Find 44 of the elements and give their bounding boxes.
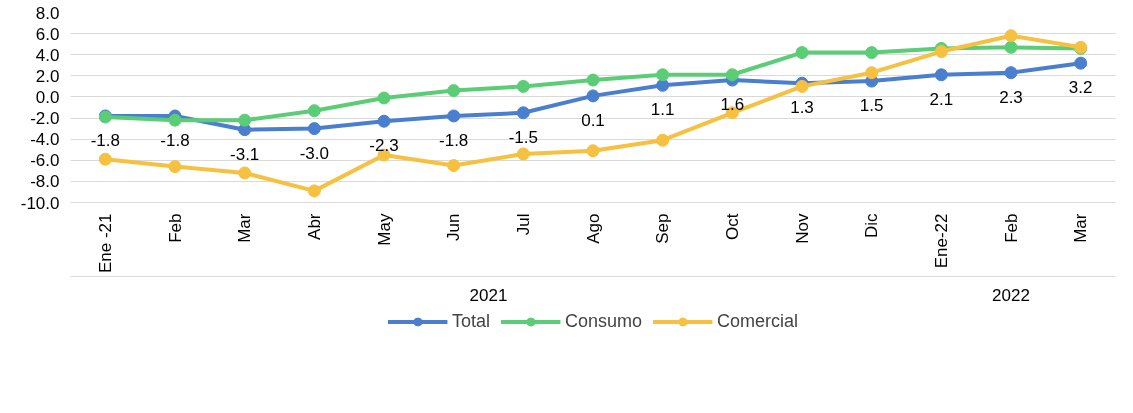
y-tick-label: -2.0 [30, 109, 60, 129]
legend-label: Total [451, 310, 490, 332]
data-label: -3.0 [299, 143, 329, 163]
data-label: 1.5 [859, 96, 884, 116]
data-label: 2.3 [999, 87, 1023, 107]
data-label: 2.1 [929, 89, 954, 109]
x-tick-label: Jul [513, 213, 533, 236]
x-tick-label: Sep [653, 213, 673, 244]
x-tick-label: Nov [792, 213, 812, 244]
text: 2021 [469, 285, 508, 305]
data-label: 3.2 [1068, 78, 1093, 98]
y-tick-label: -6.0 [30, 151, 60, 171]
data-label: 1.3 [790, 98, 814, 118]
y-tick-label: -8.0 [30, 172, 60, 192]
legend-label: Consumo [564, 310, 643, 332]
data-label: -1.8 [90, 130, 120, 150]
y-tick-label: 2.0 [35, 66, 60, 86]
y-tick-label: 6.0 [35, 24, 60, 44]
x-tick-label: Mar [1071, 213, 1091, 243]
text: 2022 [992, 285, 1030, 305]
x-tick-label: Jun [444, 213, 464, 241]
data-label: -1.8 [160, 130, 190, 150]
data-label: -2.3 [369, 136, 399, 156]
data-label: -3.1 [230, 144, 260, 164]
x-tick-label: Dic [862, 213, 882, 239]
x-tick-label: Oct [722, 213, 742, 240]
x-tick-label: Ene -21 [95, 213, 115, 274]
x-tick-label: Ago [583, 213, 603, 244]
y-tick-label: 4.0 [35, 45, 60, 65]
legend-label: Comercial [717, 310, 799, 332]
data-label: -1.5 [508, 127, 538, 147]
data-label: -1.8 [439, 130, 469, 150]
x-tick-label: Mar [235, 213, 255, 243]
data-label: 0.1 [581, 110, 605, 130]
y-tick-label: 8.0 [35, 3, 60, 23]
x-tick-label: Feb [165, 213, 185, 243]
x-tick-label: Feb [1001, 213, 1021, 243]
y-tick-label: -10.0 [20, 193, 60, 213]
x-tick-label: Abr [304, 213, 324, 240]
data-label: 1.1 [650, 100, 675, 120]
y-tick-label: 0.0 [35, 87, 60, 107]
x-tick-label: May [374, 213, 394, 246]
x-tick-label: Ene-22 [931, 213, 951, 269]
y-tick-label: -4.0 [30, 130, 60, 150]
